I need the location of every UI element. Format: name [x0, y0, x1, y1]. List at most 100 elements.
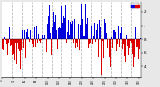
Bar — [33, 39, 34, 47]
Bar — [89, 39, 90, 44]
Bar — [92, 39, 93, 44]
Bar — [61, 25, 62, 39]
Bar — [24, 30, 25, 39]
Bar — [3, 39, 4, 50]
Bar — [123, 39, 124, 47]
Bar — [22, 30, 23, 39]
Bar — [131, 39, 132, 58]
Bar — [127, 39, 128, 46]
Bar — [6, 39, 7, 44]
Bar — [72, 25, 73, 39]
Bar — [78, 24, 79, 39]
Bar — [40, 39, 41, 44]
Bar — [46, 39, 47, 52]
Bar — [94, 23, 95, 39]
Bar — [70, 22, 71, 39]
Bar — [138, 39, 139, 59]
Bar — [44, 35, 45, 39]
Bar — [36, 26, 37, 39]
Bar — [16, 39, 17, 64]
Bar — [88, 39, 89, 43]
Bar — [30, 30, 31, 39]
Bar — [86, 23, 87, 39]
Bar — [20, 39, 21, 69]
Bar — [122, 39, 123, 49]
Bar — [98, 39, 99, 57]
Bar — [15, 39, 16, 62]
Bar — [65, 5, 66, 39]
Bar — [101, 39, 102, 75]
Bar — [77, 39, 78, 47]
Bar — [81, 4, 82, 39]
Bar — [58, 28, 59, 39]
Bar — [59, 27, 60, 39]
Bar — [118, 26, 119, 39]
Bar — [39, 38, 40, 39]
Bar — [34, 39, 35, 47]
Bar — [27, 29, 28, 39]
Bar — [62, 23, 63, 39]
Bar — [104, 19, 105, 39]
Bar — [136, 39, 137, 47]
Bar — [48, 16, 49, 39]
Bar — [103, 39, 104, 58]
Bar — [97, 24, 98, 39]
Bar — [42, 11, 43, 39]
Bar — [17, 39, 18, 43]
Bar — [52, 27, 53, 39]
Bar — [60, 28, 61, 39]
Bar — [11, 39, 12, 45]
Bar — [75, 39, 76, 48]
Bar — [124, 39, 125, 56]
Bar — [119, 39, 120, 47]
Bar — [9, 27, 10, 39]
Bar — [13, 39, 14, 54]
Bar — [56, 29, 57, 39]
Bar — [49, 5, 50, 39]
Bar — [125, 39, 126, 62]
Bar — [54, 22, 55, 39]
Bar — [35, 39, 36, 47]
Bar — [14, 39, 15, 60]
Bar — [84, 36, 85, 39]
Bar — [31, 39, 32, 45]
Bar — [51, 39, 52, 55]
Bar — [130, 39, 131, 41]
Bar — [87, 18, 88, 39]
Bar — [113, 30, 114, 39]
Bar — [115, 31, 116, 39]
Bar — [66, 39, 67, 43]
Legend: , : , — [131, 3, 139, 8]
Bar — [120, 33, 121, 39]
Bar — [96, 30, 97, 39]
Bar — [64, 26, 65, 39]
Bar — [2, 39, 3, 49]
Bar — [132, 39, 133, 54]
Bar — [37, 39, 38, 43]
Bar — [67, 32, 68, 39]
Bar — [32, 39, 33, 44]
Bar — [8, 39, 9, 43]
Bar — [82, 19, 83, 39]
Bar — [107, 39, 108, 48]
Bar — [133, 39, 134, 67]
Bar — [114, 30, 115, 39]
Bar — [25, 39, 26, 58]
Bar — [5, 39, 6, 40]
Bar — [100, 27, 101, 39]
Bar — [90, 39, 91, 43]
Bar — [110, 39, 111, 67]
Bar — [47, 24, 48, 39]
Bar — [26, 32, 27, 39]
Bar — [7, 39, 8, 71]
Bar — [73, 39, 74, 43]
Bar — [112, 39, 113, 48]
Bar — [29, 39, 30, 42]
Bar — [121, 27, 122, 39]
Bar — [85, 4, 86, 39]
Bar — [95, 39, 96, 42]
Bar — [10, 39, 11, 46]
Bar — [71, 24, 72, 39]
Bar — [43, 38, 44, 39]
Bar — [12, 39, 13, 55]
